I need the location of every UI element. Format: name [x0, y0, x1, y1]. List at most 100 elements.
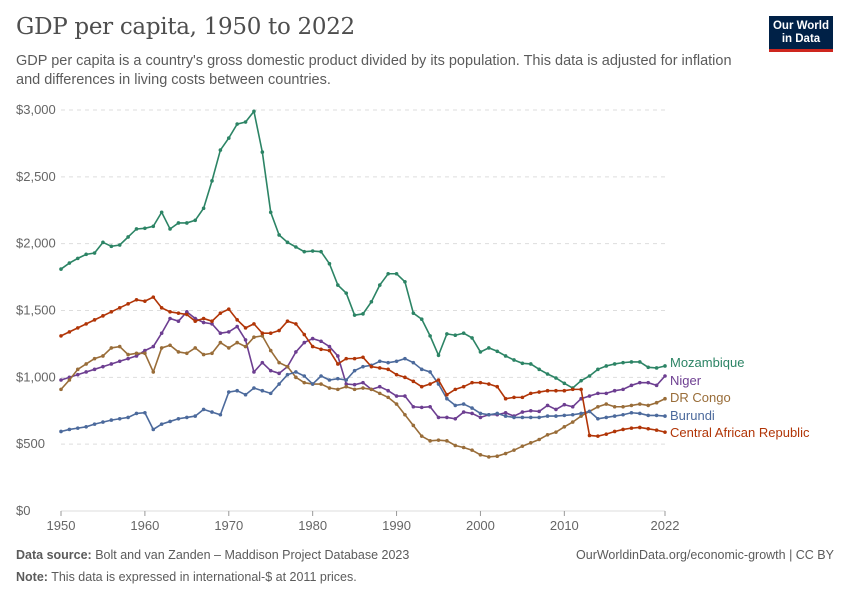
- data-point: [84, 424, 88, 429]
- data-point: [403, 412, 407, 417]
- data-point: [344, 356, 349, 361]
- data-point: [302, 332, 307, 337]
- data-point: [218, 148, 223, 152]
- data-point: [268, 210, 273, 215]
- data-point: [461, 402, 466, 406]
- data-point: [285, 364, 290, 369]
- data-point: [587, 374, 592, 378]
- data-point: [92, 318, 97, 322]
- y-tick-label: $2,500: [16, 169, 56, 184]
- data-point: [235, 324, 239, 329]
- data-point: [226, 136, 231, 140]
- source-text[interactable]: Bolt and van Zanden – Maddison Project D…: [95, 548, 410, 562]
- data-point: [419, 317, 424, 321]
- data-point: [596, 416, 600, 421]
- y-tick-label: $2,000: [16, 236, 56, 251]
- data-point: [344, 378, 349, 382]
- data-point: [487, 412, 491, 417]
- data-point: [201, 407, 206, 412]
- data-point: [512, 358, 516, 362]
- data-point: [260, 150, 265, 154]
- data-point: [461, 384, 466, 389]
- data-point: [554, 388, 558, 393]
- data-point: [126, 235, 130, 239]
- data-point: [134, 351, 139, 356]
- data-point: [319, 249, 323, 254]
- data-point: [201, 316, 206, 321]
- data-point: [369, 300, 374, 304]
- source-url[interactable]: OurWorldinData.org/economic-growth | CC …: [576, 548, 834, 562]
- data-point: [537, 367, 541, 372]
- data-point: [587, 409, 592, 414]
- data-point: [201, 320, 206, 325]
- data-point: [319, 382, 323, 386]
- data-point: [394, 402, 399, 406]
- data-point: [386, 271, 390, 276]
- series-label[interactable]: DR Congo: [670, 390, 731, 405]
- data-point: [503, 410, 508, 415]
- data-point: [461, 445, 466, 450]
- series-label[interactable]: Niger: [670, 373, 702, 388]
- data-point: [638, 360, 642, 364]
- data-point: [67, 378, 72, 382]
- data-point: [411, 379, 416, 384]
- data-point: [185, 310, 189, 314]
- data-point: [654, 383, 659, 388]
- data-point: [260, 360, 265, 365]
- data-point: [336, 387, 340, 392]
- data-point: [638, 402, 642, 406]
- data-point: [117, 306, 122, 310]
- data-point: [176, 319, 181, 323]
- data-point: [310, 336, 315, 341]
- data-point: [285, 319, 290, 323]
- data-point: [386, 367, 390, 372]
- data-point: [478, 453, 483, 457]
- data-point: [210, 319, 214, 323]
- data-point: [428, 370, 432, 374]
- series-label[interactable]: Central African Republic: [670, 425, 810, 440]
- data-point: [151, 344, 156, 349]
- data-point: [445, 392, 449, 397]
- data-point: [210, 322, 214, 326]
- data-point: [545, 414, 550, 418]
- data-point: [638, 425, 642, 430]
- data-point: [117, 344, 122, 349]
- data-point: [654, 366, 659, 370]
- note: Note: This data is expressed in internat…: [16, 570, 357, 584]
- data-point: [327, 386, 332, 390]
- data-point: [428, 439, 432, 443]
- data-point: [495, 454, 500, 458]
- data-point: [92, 251, 97, 255]
- data-point: [621, 427, 625, 432]
- data-point: [361, 380, 365, 385]
- data-point: [101, 364, 105, 369]
- data-point: [126, 356, 130, 361]
- data-point: [361, 312, 365, 316]
- series-label[interactable]: Burundi: [670, 408, 715, 423]
- series-label[interactable]: Mozambique: [670, 355, 744, 370]
- data-point: [277, 360, 281, 365]
- data-point: [252, 322, 256, 326]
- data-point: [109, 346, 114, 350]
- owid-logo[interactable]: Our World in Data: [769, 16, 833, 52]
- data-point: [336, 283, 340, 287]
- data-point: [193, 316, 198, 321]
- data-point: [143, 299, 147, 303]
- data-point: [554, 376, 558, 380]
- data-point: [562, 381, 567, 386]
- data-point: [168, 310, 172, 314]
- data-point: [210, 410, 214, 414]
- data-point: [646, 380, 651, 385]
- data-point: [277, 233, 281, 237]
- data-point: [554, 430, 558, 434]
- data-point: [252, 335, 256, 340]
- data-point: [436, 378, 441, 382]
- data-point: [75, 426, 80, 430]
- data-point: [604, 432, 609, 436]
- data-point: [453, 416, 458, 421]
- data-point: [503, 354, 508, 358]
- data-point: [159, 422, 164, 426]
- data-point: [528, 391, 533, 396]
- data-point: [201, 206, 206, 211]
- data-point: [629, 426, 634, 430]
